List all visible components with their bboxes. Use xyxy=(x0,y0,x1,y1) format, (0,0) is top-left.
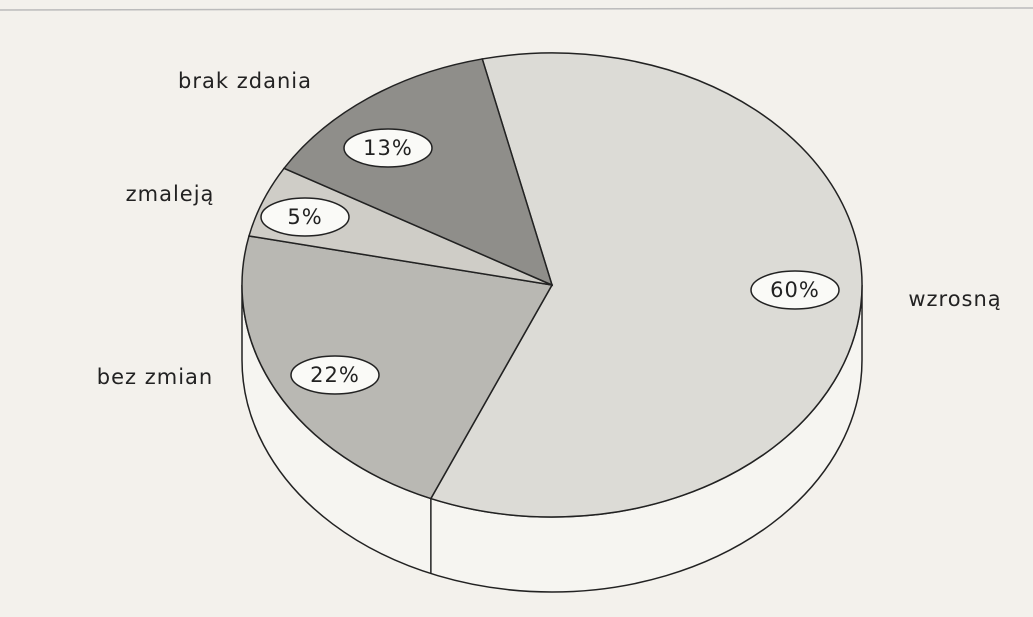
pie-slice xyxy=(241,235,554,500)
value-label-bubble xyxy=(260,197,350,237)
value-label: 60% xyxy=(770,278,820,302)
top-rule xyxy=(0,7,1033,11)
value-label: 13% xyxy=(363,136,413,160)
value-label: 5% xyxy=(287,205,322,229)
value-label-bubble xyxy=(750,270,840,310)
value-label-bubble xyxy=(343,128,433,168)
pie-slice xyxy=(429,52,863,518)
value-label: 22% xyxy=(310,363,360,387)
category-label: brak zdania xyxy=(178,69,312,93)
category-label: bez zmian xyxy=(97,365,213,389)
category-label: zmaleją xyxy=(126,182,215,206)
category-label: wzrosną xyxy=(908,287,1001,311)
value-label-bubble xyxy=(290,355,380,395)
pie-slice xyxy=(282,58,554,287)
